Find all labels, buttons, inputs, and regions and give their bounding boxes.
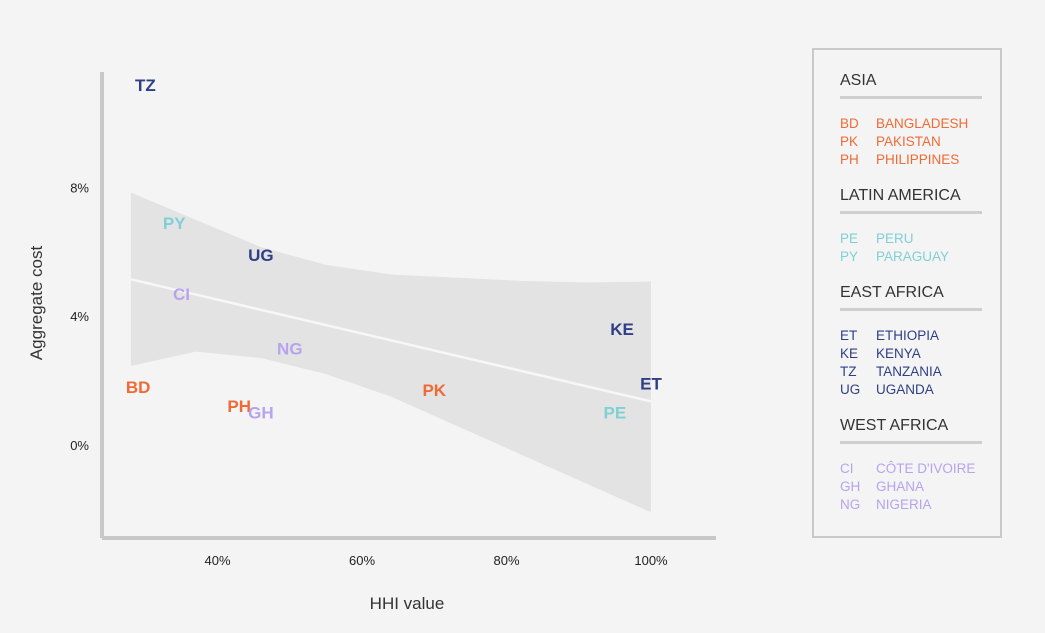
- legend-item-code: PE: [840, 231, 859, 246]
- legend-item-name: PERU: [876, 231, 914, 246]
- legend-item: NG NIGERIA: [840, 496, 1000, 514]
- legend-item-name: GHANA: [876, 479, 925, 494]
- trend-line: [130, 278, 652, 403]
- data-point-pk: PK: [422, 381, 446, 400]
- legend-item-code: TZ: [840, 364, 857, 379]
- legend-item-code: NG: [840, 497, 861, 512]
- legend-item: PK PAKISTAN: [840, 133, 1000, 151]
- confidence-band: [130, 192, 651, 513]
- legend-item-name: BANGLADESH: [876, 116, 969, 131]
- y-tick-label: 0%: [70, 438, 89, 453]
- x-tick-label: 80%: [494, 553, 520, 568]
- legend-item: KE KENYA: [840, 345, 1000, 363]
- y-tick-label: 4%: [70, 309, 89, 324]
- legend-item-code: BD: [840, 116, 859, 131]
- data-point-ci: CI: [173, 285, 190, 304]
- data-point-ke: KE: [610, 320, 634, 339]
- legend-item-code: PK: [840, 134, 859, 149]
- legend-group-title: ASIA: [840, 72, 982, 99]
- legend-item-code: UG: [840, 382, 861, 397]
- legend-item: ET ETHIOPIA: [840, 327, 1000, 345]
- legend-item-name: ETHIOPIA: [876, 328, 940, 343]
- confidence-band-layer: [130, 192, 651, 513]
- data-point-ng: NG: [277, 339, 303, 358]
- legend-item-name: NIGERIA: [876, 497, 932, 512]
- legend-item-code: ET: [840, 328, 858, 343]
- data-point-ug: UG: [248, 246, 274, 265]
- legend-item: PH PHILIPPINES: [840, 151, 1000, 169]
- legend-group-title: WEST AFRICA: [840, 417, 982, 444]
- legend-group-asia: ASIA BD BANGLADESH PK PAKISTAN PH PHILIPPINES: [840, 72, 1000, 169]
- y-axis-title: Aggregate cost: [27, 246, 46, 361]
- legend-item: BD BANGLADESH: [840, 115, 1000, 133]
- legend-group-east-africa: EAST AFRICA ET ETHIOPIA KE KENYA TZ TANZANIA UG…: [840, 284, 1000, 399]
- legend-group-title: LATIN AMERICA: [840, 187, 982, 214]
- legend-group-latin-america: LATIN AMERICA PE PERU PY PARAGUAY: [840, 187, 1000, 266]
- legend-item: GH GHANA: [840, 478, 1000, 496]
- legend-item-name: TANZANIA: [876, 364, 942, 379]
- legend-item: CI CÔTE D'IVOIRE: [840, 460, 1000, 478]
- legend-item-name: CÔTE D'IVOIRE: [876, 461, 976, 476]
- data-point-tz: TZ: [135, 76, 156, 95]
- data-point-et: ET: [640, 375, 662, 394]
- legend-panel: ASIA BD BANGLADESH PK PAKISTAN PH PHILIPPINES L…: [812, 48, 1002, 538]
- legend-item-name: KENYA: [876, 346, 921, 361]
- x-axis-title: HHI value: [370, 594, 445, 613]
- legend-item-name: PAKISTAN: [876, 134, 941, 149]
- data-point-gh: GH: [248, 404, 274, 423]
- x-tick-label: 40%: [205, 553, 231, 568]
- legend-item-name: PARAGUAY: [876, 249, 950, 264]
- data-point-py: PY: [163, 214, 186, 233]
- legend-item-code: GH: [840, 479, 861, 494]
- y-tick-label: 8%: [70, 181, 89, 196]
- tick-labels: 40% 60% 80% 100% 0% 4% 8%: [70, 181, 668, 568]
- legend-group-title: EAST AFRICA: [840, 284, 982, 311]
- legend-item-code: KE: [840, 346, 859, 361]
- x-tick-label: 60%: [349, 553, 375, 568]
- legend-group-west-africa: WEST AFRICA CI CÔTE D'IVOIRE GH GHANA NG NIGER…: [840, 417, 1000, 514]
- axes: [100, 72, 716, 540]
- legend-item: PE PERU: [840, 230, 1000, 248]
- legend-item-code: CI: [840, 461, 854, 476]
- legend-item-code: PH: [840, 152, 859, 167]
- data-point-bd: BD: [126, 378, 151, 397]
- legend-item-name: PHILIPPINES: [876, 152, 960, 167]
- legend-item-code: PY: [840, 249, 859, 264]
- legend-item: UG UGANDA: [840, 381, 1000, 399]
- data-point-ph: PH: [227, 397, 251, 416]
- x-tick-label: 100%: [634, 553, 668, 568]
- trend-line-layer: [130, 278, 652, 403]
- legend-item: PY PARAGUAY: [840, 248, 1000, 266]
- data-point-pe: PE: [604, 404, 627, 423]
- legend-item-name: UGANDA: [876, 382, 934, 397]
- legend-item: TZ TANZANIA: [840, 363, 1000, 381]
